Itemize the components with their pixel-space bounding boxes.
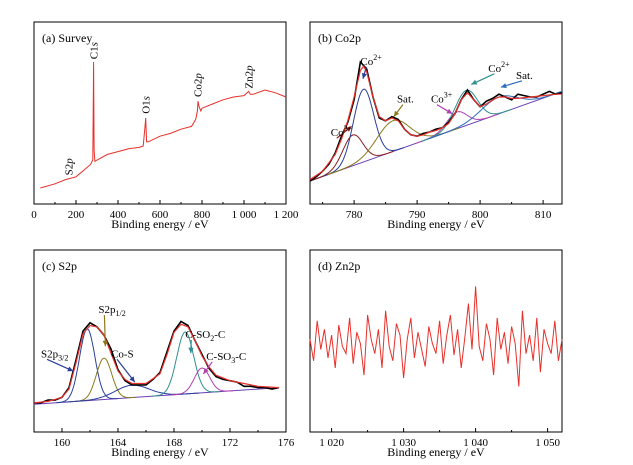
panel-d-xtick-label: 1 020: [319, 437, 344, 449]
panel-c-plot: S2p3/2 S2p1/2 Co-S C-SO2-C C-SO3-C: [33, 304, 280, 405]
panel-d-spectrum-line: [309, 286, 563, 387]
panel-d: (d) Zn2p 1 020 1 030 1 040 1 050 Binding en…: [309, 249, 563, 459]
panel-c-ticks: 160 164 168 172 176: [54, 428, 295, 449]
panel-a-peak-label: C1s: [89, 42, 101, 59]
panel-c-xtick-label: 176: [278, 437, 295, 449]
panel-b-annotation-arrowhead: [500, 83, 507, 89]
panel-b-annotation-label: Sat.: [516, 70, 533, 82]
panel-a-plot: S2p C1s O1s Co2p Zn2p: [40, 42, 287, 189]
panel-a-xtick-label: 0: [31, 209, 37, 221]
panel-c-xtick-label: 160: [54, 437, 71, 449]
panel-b-annotation-arrowhead: [345, 126, 352, 132]
panel-c-peak-component: [171, 367, 233, 396]
panel-a-ticks: 0 200 400 600 800 1 000 1 200: [31, 200, 299, 221]
panel-c: (c) S2p 160 164 168 172 176 S2p3/2 S2p1/2 Co-S…: [33, 249, 295, 459]
panel-d-xtick-label: 1 030: [391, 437, 416, 449]
panel-b-title: (b) Co2p: [318, 31, 361, 45]
panel-d-xlabel: Binding energy / eV: [387, 445, 485, 459]
panel-b-annotation-arrowhead: [361, 72, 367, 79]
panel-d-ticks: 1 020 1 030 1 040 1 050: [319, 428, 560, 449]
panel-a-spectrum-line: [40, 61, 287, 189]
panel-b-plot: Co3+ Co2+ Sat. Co3+ Co2+ Sat.: [309, 53, 563, 182]
panel-a-peak-label: Zn2p: [244, 65, 256, 89]
panel-b-frame: [309, 21, 563, 205]
panel-a-xtick-label: 200: [68, 209, 85, 221]
panel-d-title: (d) Zn2p: [318, 259, 360, 273]
panel-d-xtick-label: 1 050: [535, 437, 560, 449]
panel-a-peak-label: Co2p: [192, 73, 204, 97]
panel-b-annotation-label: Co3+: [331, 124, 353, 139]
panel-b-annotation-arrowhead: [471, 79, 478, 85]
panel-a-peak-label: S2p: [64, 158, 76, 176]
panel-d-frame: [309, 249, 563, 433]
panel-b-annotation-label: Co2+: [488, 60, 510, 75]
panel-b-peak-component: [323, 88, 405, 177]
panel-b-annotation-label: Co2+: [360, 53, 382, 68]
panel-b-annotation-label: Co3+: [431, 91, 453, 106]
panel-b-annotation-arrowhead: [393, 110, 400, 117]
panel-c-annotation-label: C-SO3-C: [206, 351, 246, 365]
panel-c-annotation-label: C-SO2-C: [185, 329, 225, 343]
panel-c-annotation-arrowhead: [188, 347, 194, 354]
panel-c-annotation-label: Co-S: [111, 348, 134, 360]
panel-b-xtick-label: 790: [409, 209, 426, 221]
panel-c-fit-envelope: [33, 323, 280, 404]
panel-c-annotation-arrowhead: [203, 367, 209, 374]
panel-b-xtick-label: 780: [346, 209, 363, 221]
panel-c-title: (c) S2p: [42, 259, 77, 273]
panel-c-annotation-arrowhead: [102, 340, 108, 347]
panel-c-peak-component: [73, 357, 135, 402]
panel-d-xtick-label: 1 040: [463, 437, 488, 449]
panel-b-xlabel: Binding energy / eV: [387, 217, 485, 231]
panel-a-xtick-label: 1 000: [232, 209, 257, 221]
panel-b-fit-envelope: [309, 65, 562, 181]
panel-b-xtick-label: 800: [472, 209, 489, 221]
panel-c-annotation-label: S2p3/2: [41, 348, 68, 362]
panel-c-annotation-arrowhead: [129, 376, 135, 383]
panel-b: (b) Co2p 780 790 800 810 Co3+Co2+Sat. Co3+Co…: [309, 21, 563, 231]
panel-b-annotation-label: Sat.: [397, 94, 414, 106]
panel-c-xtick-label: 172: [222, 437, 239, 449]
panel-d-plot: [309, 286, 563, 387]
panel-b-peak-component: [420, 89, 512, 143]
panel-a: (a) Survey 0 200 400 600 800 1 000 1 200 S2p C1…: [31, 21, 299, 231]
panel-c-peak-component: [151, 331, 219, 397]
panel-a-xlabel: Binding energy / eV: [111, 217, 209, 231]
panel-c-xtick-label: 168: [166, 437, 183, 449]
panel-a-title: (a) Survey: [42, 31, 92, 45]
panel-a-xtick-label: 1 200: [274, 209, 299, 221]
panel-b-ticks: 780 790 800 810: [322, 200, 552, 221]
panel-a-xtick-label: 400: [110, 209, 127, 221]
panel-c-annotation-label: S2p1/2: [98, 304, 125, 318]
panel-c-xtick-label: 164: [110, 437, 127, 449]
panel-a-peak-label: O1s: [140, 96, 152, 114]
panel-c-xlabel: Binding energy / eV: [111, 445, 209, 459]
panel-a-xtick-label: 600: [152, 209, 169, 221]
panel-a-frame: [33, 21, 287, 205]
panel-b-annotation-arrowhead: [446, 108, 453, 114]
panel-c-annotation-arrowhead: [67, 366, 74, 372]
panel-a-xtick-label: 800: [194, 209, 211, 221]
panel-b-peak-component: [312, 134, 394, 181]
panel-b-xtick-label: 810: [535, 209, 552, 221]
panel-c-frame: [33, 249, 287, 433]
